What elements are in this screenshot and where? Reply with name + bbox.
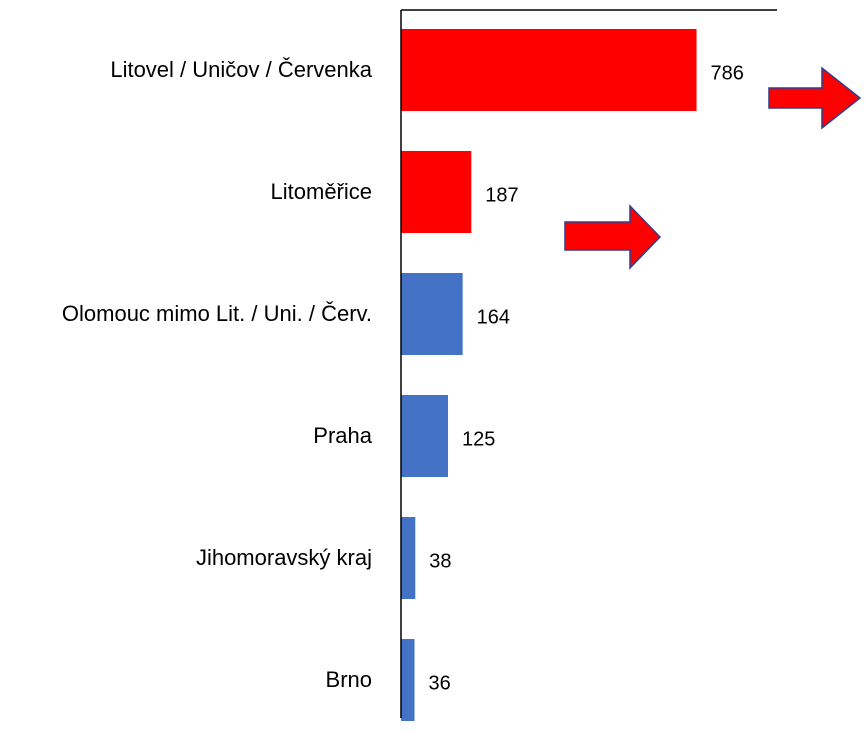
arrow <box>564 204 662 270</box>
bar <box>401 273 463 355</box>
arrow <box>768 66 862 130</box>
category-label: Olomouc mimo Lit. / Uni. / Červ. <box>61 301 372 326</box>
value-label: 187 <box>485 184 518 206</box>
bar <box>401 151 472 233</box>
category-label: Litovel / Uničov / Červenka <box>110 57 372 82</box>
category-label: Praha <box>313 423 372 448</box>
category-label: Brno <box>325 667 372 692</box>
value-label: 164 <box>477 306 510 328</box>
category-label: Jihomoravský kraj <box>195 545 372 570</box>
value-label: 36 <box>429 672 451 694</box>
value-label: 786 <box>711 62 744 84</box>
bar <box>401 29 697 111</box>
value-label: 125 <box>462 428 495 450</box>
bar <box>401 517 416 599</box>
value-label: 38 <box>429 550 451 572</box>
category-label: Litoměřice <box>270 179 372 204</box>
bar <box>401 639 415 721</box>
bar <box>401 395 448 477</box>
